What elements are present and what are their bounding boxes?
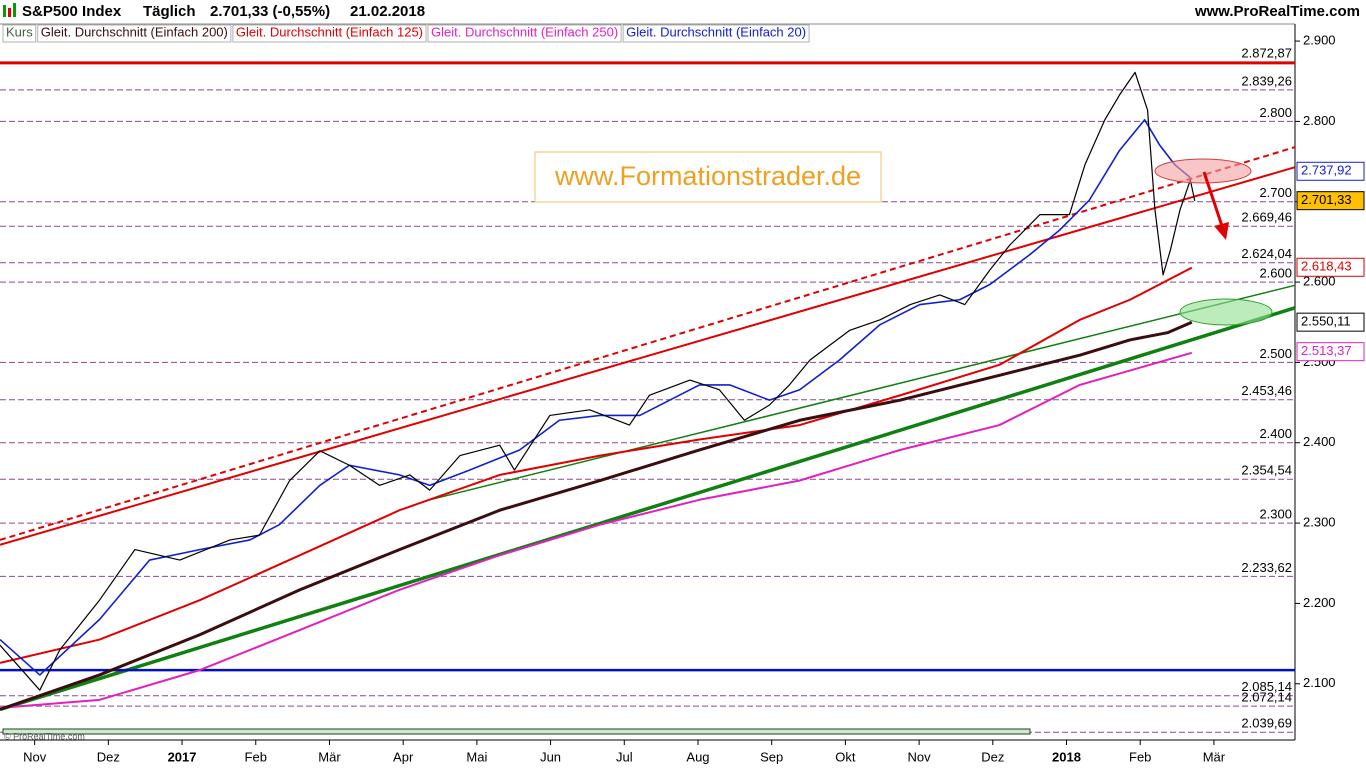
trend-line: [0, 306, 1296, 712]
value-box: [1296, 312, 1365, 332]
level-label: 2.700: [1259, 185, 1292, 200]
x-tick-label: Mär: [1203, 749, 1226, 764]
value-box: [1296, 257, 1365, 277]
legend-entry: Gleit. Durchschnitt (Einfach 125): [236, 24, 423, 39]
y-tick-label: 2.300: [1303, 515, 1336, 530]
scroll-bar: [2, 728, 1031, 735]
x-tick-label: Sep: [760, 749, 783, 764]
y-tick-label: 2.100: [1303, 675, 1336, 690]
level-label: 2.233,62: [1241, 560, 1292, 575]
value-box-label: 2.737,92: [1301, 163, 1352, 178]
level-label: 2.400: [1259, 426, 1292, 441]
legend-box: [427, 24, 622, 43]
value-box-label: 2.513,37: [1301, 343, 1352, 358]
copyright: © ProRealTime.com: [4, 731, 85, 741]
header-icon: [13, 3, 16, 17]
arrow-head: [1214, 222, 1229, 240]
y-tick-label: 2.900: [1303, 33, 1336, 48]
level-label: 2.300: [1259, 507, 1292, 522]
level-label: 2.624,04: [1241, 246, 1292, 261]
plot-area: 2.839,26 2.800 2.700 2.669,46 2.624,04 2.600 2…: [0, 45, 1296, 733]
level-label: 2.085,14: [1241, 679, 1292, 694]
x-tick-label: 2018: [1052, 749, 1081, 764]
legend-box: [232, 24, 427, 43]
level-label: 2.800: [1259, 105, 1292, 120]
title: S&P500 Index: [22, 3, 122, 20]
y-tick-label: 2.400: [1303, 434, 1336, 449]
x-tick-label: Nov: [908, 749, 932, 764]
y-tick-label: 2.600: [1303, 274, 1336, 289]
period: Täglich: [143, 3, 196, 20]
legend-entry: Gleit. Durchschnitt (Einfach 20): [626, 24, 806, 39]
legend-box: [37, 24, 232, 43]
level-label: 2.500: [1259, 346, 1292, 361]
y-tick-label: 2.200: [1303, 595, 1336, 610]
x-tick-label: Aug: [686, 749, 709, 764]
x-tick-label: Jul: [616, 749, 633, 764]
x-tick-label: Mär: [318, 749, 341, 764]
series-line: [0, 320, 1193, 711]
level-label: 2.839,26: [1241, 73, 1292, 88]
level-label: 2.453,46: [1241, 383, 1292, 398]
level-label: 2.872,87: [1241, 45, 1292, 60]
value-box: [1296, 342, 1365, 362]
level-label: 2.600: [1259, 266, 1292, 281]
trend-line: [0, 146, 1296, 541]
legend-entry: Gleit. Durchschnitt (Einfach 200): [41, 24, 228, 39]
header-icon: [3, 5, 6, 17]
value-box-label: 2.550,11: [1301, 314, 1351, 329]
value-box: [1296, 191, 1365, 211]
x-tick-label: Okt: [835, 749, 856, 764]
date: 21.02.2018: [350, 3, 425, 20]
level-label: 2.039,69: [1241, 716, 1292, 731]
series-line: [0, 71, 1196, 691]
y-tick-label: 2.800: [1303, 113, 1336, 128]
x-tick-label: Dez: [97, 749, 120, 764]
watermark: www.Formationstrader.de: [554, 161, 861, 191]
x-tick-label: 2017: [168, 749, 197, 764]
value-box: [1296, 161, 1365, 181]
x-tick-label: Dez: [981, 749, 1004, 764]
x-tick-label: Feb: [1129, 749, 1151, 764]
series-line: [0, 266, 1193, 664]
legend-box: [2, 24, 37, 43]
value-box-label: 2.618,43: [1301, 259, 1352, 274]
x-tick-label: Nov: [23, 749, 47, 764]
highlight-ellipse: [1154, 158, 1252, 184]
legend-entry: Gleit. Durchschnitt (Einfach 250): [431, 24, 618, 39]
level-label: 2.072,14: [1241, 690, 1292, 705]
series-line: [0, 351, 1193, 709]
highlight-ellipse: [1179, 298, 1273, 326]
level-label: 2.669,46: [1241, 210, 1292, 225]
watermark-box: [534, 151, 882, 203]
header-icon: [8, 8, 11, 17]
value-box-label: 2.701,33: [1301, 192, 1352, 207]
level-label: 2.354,54: [1241, 463, 1292, 478]
quote: 2.701,33 (-0,55%): [210, 3, 330, 20]
arrow-shaft: [1202, 171, 1224, 227]
legend-entry: Kurs: [6, 24, 33, 39]
legend: Kurs Gleit. Durchschnitt (Einfach 200) Gle…: [2, 24, 810, 43]
header: S&P500 Index Täglich 2.701,33 (-0,55%) 2…: [3, 3, 1360, 20]
trend-line: [429, 284, 1296, 501]
x-tick-label: Jun: [540, 749, 561, 764]
x-tick-label: Apr: [393, 749, 414, 764]
x-tick-label: Feb: [245, 749, 267, 764]
x-tick-label: Mai: [466, 749, 487, 764]
source: www.ProRealTime.com: [1194, 3, 1360, 20]
legend-box: [622, 24, 810, 43]
trend-line: [0, 166, 1296, 546]
